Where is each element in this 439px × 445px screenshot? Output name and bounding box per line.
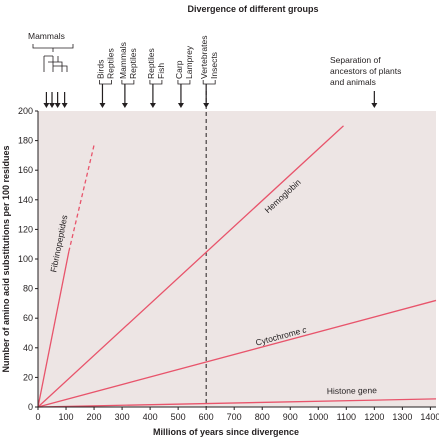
group-bracket	[121, 80, 135, 85]
group-label: Mammals	[118, 42, 128, 79]
group-label: Reptiles	[146, 48, 156, 79]
group-label: Birds	[95, 60, 105, 79]
y-axis-title: Number of amino acid substitutions per 1…	[1, 145, 11, 372]
y-tick-label: 60	[23, 313, 33, 323]
y-tick-label: 140	[18, 195, 33, 205]
y-tick-label: 0	[28, 402, 33, 412]
divergence-arrow-head	[54, 103, 61, 108]
group-label: Lamprey	[184, 45, 194, 79]
x-tick-label: 100	[59, 412, 74, 422]
series-line-hemoglobin	[37, 125, 344, 408]
group-label: Fish	[156, 63, 166, 79]
y-ticks: 0 20 40 60 80 100 120 140 160 180 200	[18, 106, 38, 412]
x-axis-title: Millions of years since divergence	[153, 427, 299, 437]
y-tick-label: 180	[18, 136, 33, 146]
group-bracket	[202, 80, 216, 85]
series-line-histone-gene	[37, 398, 437, 408]
y-tick-label: 20	[23, 372, 33, 382]
mammals-group-label: Mammals	[28, 31, 65, 41]
mammals-cladogram	[43, 55, 68, 72]
x-tick-label: 800	[255, 412, 270, 422]
divergence-arrow-head	[49, 103, 56, 108]
group-bracket	[177, 80, 191, 85]
divergence-arrow-head	[61, 103, 68, 108]
x-ticks: 0 100 200 300 400 500 600 700 800 900 1000 1100 1200…	[35, 407, 439, 422]
divergence-arrow-head	[43, 103, 50, 108]
x-tick-label: 200	[87, 412, 102, 422]
plants-animals-label: Separation of	[330, 55, 381, 65]
x-tick-label: 400	[143, 412, 158, 422]
series-label: Histone gene	[327, 385, 378, 396]
plot-area	[38, 111, 436, 407]
x-tick-label: 1300	[392, 412, 412, 422]
mammals-bracket	[32, 44, 74, 49]
y-tick-label: 80	[23, 284, 33, 294]
divergence-arrow-head	[177, 103, 184, 108]
group-label: Vertebrates	[199, 36, 209, 79]
plants-animals-label: ancestors of plants	[330, 66, 401, 76]
group-label: Reptiles	[128, 48, 138, 79]
x-tick-label: 1400	[420, 412, 439, 422]
x-tick-label: 0	[35, 412, 40, 422]
series-line-extension	[68, 144, 95, 252]
plants-animals-label: and animals	[330, 77, 376, 87]
divergence-arrow-head	[371, 103, 378, 108]
chart-title: Divergence of different groups	[187, 4, 318, 14]
x-tick-label: 700	[227, 412, 242, 422]
y-tick-label: 200	[18, 106, 33, 116]
y-tick-label: 40	[23, 343, 33, 353]
divergence-arrow-head	[121, 103, 128, 108]
group-bracket	[99, 80, 112, 85]
y-tick-label: 160	[18, 165, 33, 175]
group-label: Insects	[209, 52, 219, 79]
x-tick-label: 1200	[364, 412, 384, 422]
x-tick-label: 900	[283, 412, 298, 422]
y-tick-label: 120	[18, 224, 33, 234]
group-label: Carp	[174, 60, 184, 79]
group-label: Reptiles	[105, 48, 115, 79]
x-tick-label: 600	[199, 412, 214, 422]
group-bracket	[149, 80, 163, 85]
x-tick-label: 300	[115, 412, 130, 422]
x-tick-label: 1100	[337, 412, 356, 422]
y-tick-label: 100	[18, 254, 33, 264]
divergence-arrow-head	[149, 103, 156, 108]
series-line-fibrinopeptides	[37, 251, 70, 408]
x-tick-label: 500	[171, 412, 186, 422]
series-lines	[37, 125, 437, 408]
x-tick-label: 1000	[308, 412, 328, 422]
divergence-arrow-head	[99, 103, 106, 108]
series-line-cytochrome-c	[37, 299, 437, 408]
series-label-italic: c	[301, 324, 308, 335]
